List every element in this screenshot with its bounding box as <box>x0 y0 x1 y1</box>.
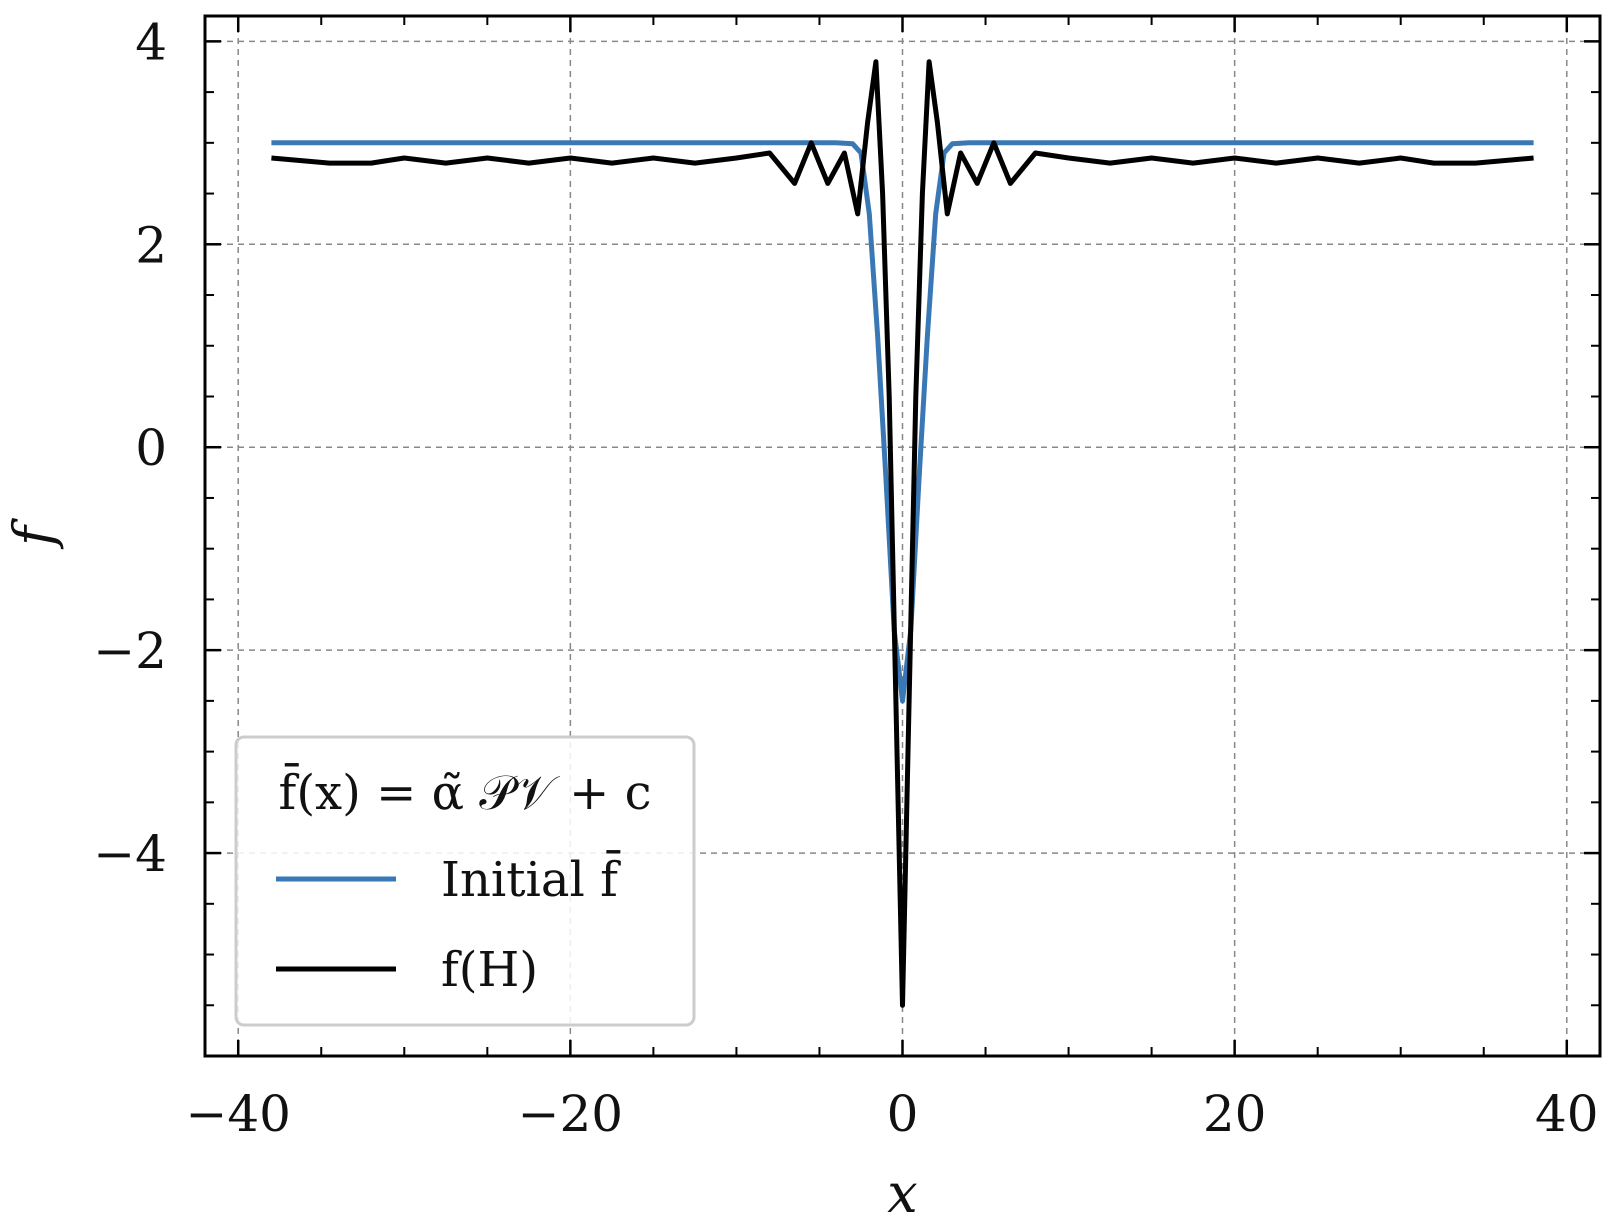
y-axis-label: f <box>2 518 65 550</box>
legend-label-1: Initial f̄ <box>441 849 621 908</box>
legend-label-2: f(H) <box>441 942 538 998</box>
legend-title: f̄(x) = α̃ 𝒫𝒱 + c <box>279 762 652 821</box>
x-axis-label: x <box>887 1162 917 1225</box>
series-line-2 <box>271 59 1534 1008</box>
x-tick-label: −40 <box>185 1085 291 1143</box>
y-tick-label: −2 <box>93 622 167 680</box>
series-lines <box>271 59 1534 1008</box>
series-line-1 <box>271 140 1534 704</box>
x-tick-label: −20 <box>518 1085 624 1143</box>
axis-ticks <box>205 16 1600 1056</box>
legend-entries: Initial f̄ f(H) <box>276 849 621 998</box>
legend: f̄(x) = α̃ 𝒫𝒱 + c Initial f̄ f(H) <box>234 735 696 1027</box>
legend-box <box>234 735 696 1027</box>
y-tick-label: 4 <box>135 13 167 71</box>
x-tick-label: 40 <box>1535 1085 1599 1143</box>
y-tick-label: −4 <box>93 825 167 883</box>
grid-lines <box>205 16 1600 1056</box>
x-tick-label: 0 <box>887 1085 919 1143</box>
y-tick-label: 2 <box>135 216 167 274</box>
y-tick-label: 0 <box>135 419 167 477</box>
x-tick-label: 20 <box>1203 1085 1267 1143</box>
